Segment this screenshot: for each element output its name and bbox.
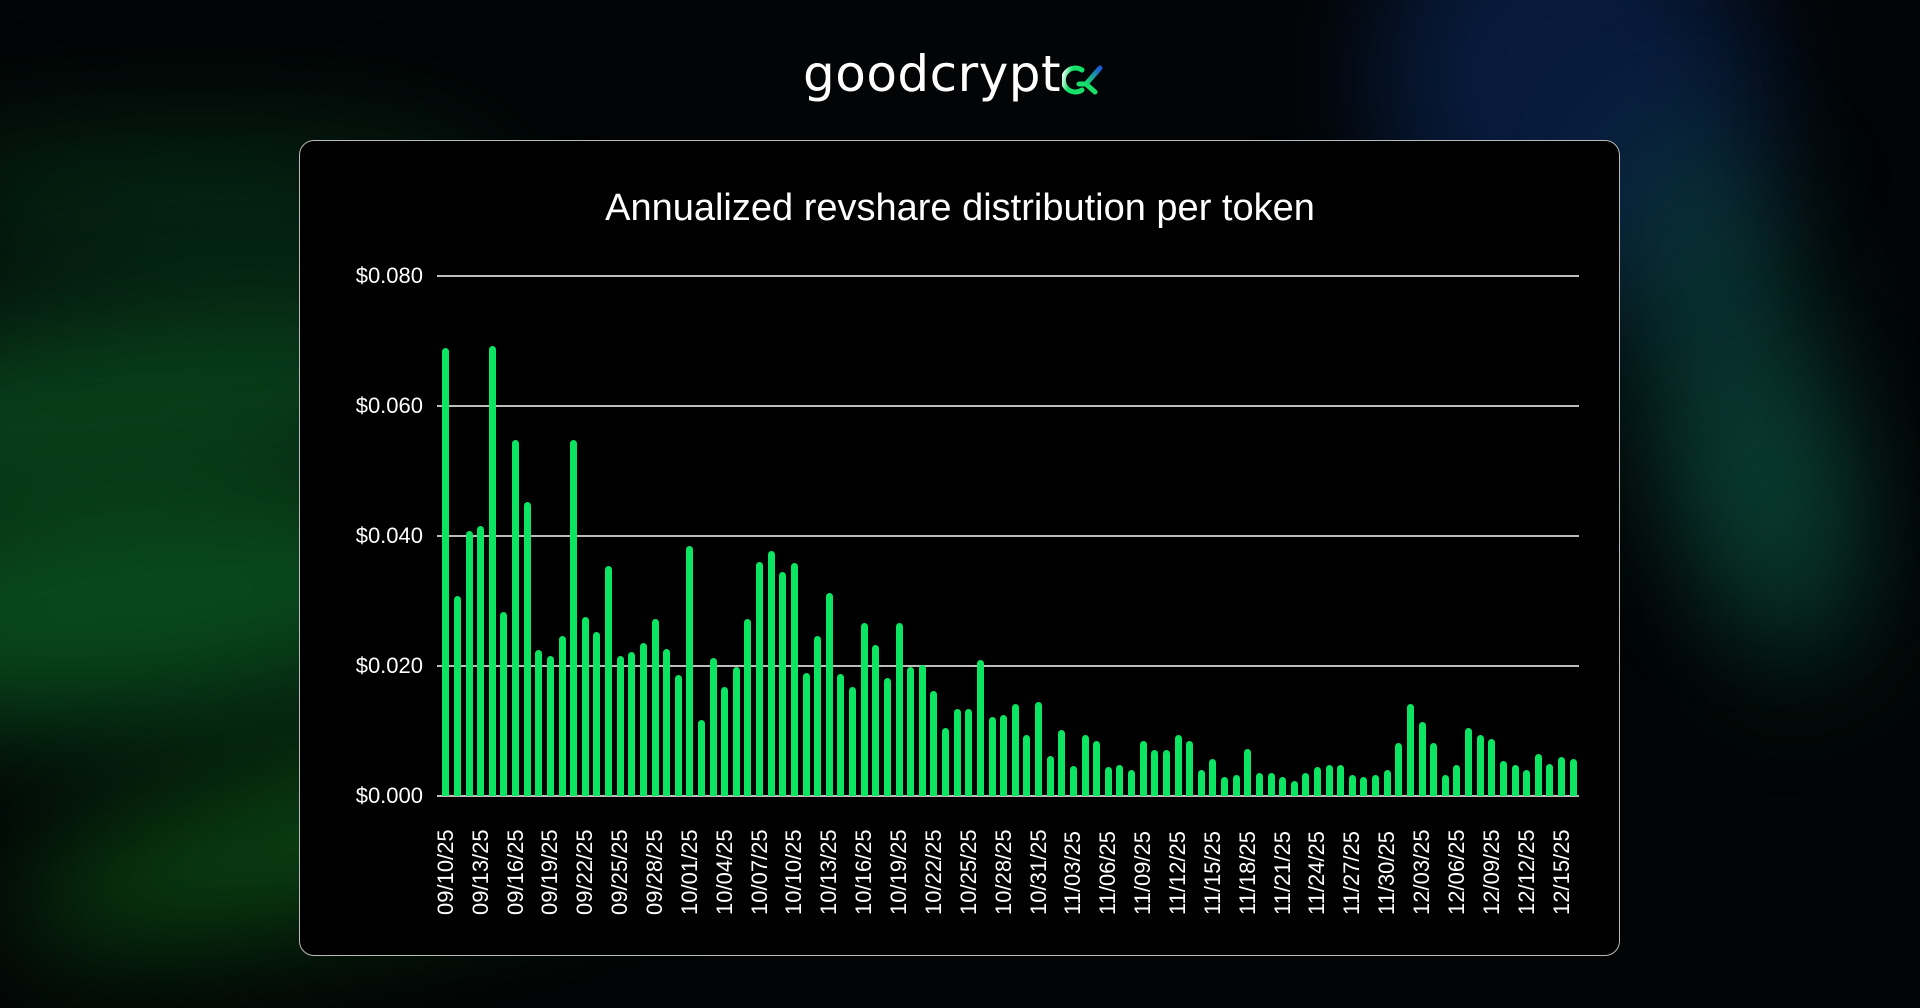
x-axis-tick-label: 10/01/25 (676, 811, 702, 915)
x-axis-tick-label: 11/12/25 (1165, 811, 1191, 915)
brand-name: goodcrypt (803, 45, 1062, 103)
x-axis-tick-text: 11/30/25 (1374, 830, 1400, 915)
x-axis-tick-label: 12/09/25 (1478, 811, 1504, 915)
x-axis-tick-text: 10/25/25 (955, 829, 981, 915)
x-axis-tick-text: 10/19/25 (886, 829, 912, 915)
x-axis-tick-text: 11/06/25 (1095, 830, 1121, 915)
x-axis-tick-label: 11/30/25 (1374, 811, 1400, 915)
x-axis-tick-label: 09/22/25 (572, 811, 598, 915)
x-axis-tick-text: 10/22/25 (920, 829, 946, 915)
x-axis-tick-label: 10/28/25 (990, 811, 1016, 915)
x-axis-tick-text: 12/15/25 (1548, 829, 1574, 915)
x-axis-tick-text: 12/03/25 (1409, 829, 1435, 915)
x-axis-tick-label: 12/06/25 (1443, 811, 1469, 915)
x-axis-tick-text: 12/12/25 (1513, 829, 1539, 915)
x-axis-tick-label: 11/03/25 (1060, 811, 1086, 915)
x-axis-tick-text: 10/01/25 (676, 829, 702, 915)
x-axis-tick-text: 11/12/25 (1165, 830, 1191, 915)
x-axis-tick-label: 11/09/25 (1130, 811, 1156, 915)
chart-title: Annualized revshare distribution per tok… (605, 187, 1315, 229)
x-axis-tick-text: 09/22/25 (572, 829, 598, 915)
x-axis-tick-text: 10/10/25 (781, 829, 807, 915)
x-axis-tick-label: 11/15/25 (1199, 811, 1225, 915)
x-axis-tick-label: 11/18/25 (1234, 811, 1260, 915)
x-axis-tick-label: 10/16/25 (851, 811, 877, 915)
x-axis-tick-text: 11/09/25 (1130, 830, 1156, 915)
x-axis-tick-text: 11/18/25 (1234, 830, 1260, 915)
x-axis-tick-label: 09/16/25 (502, 811, 528, 915)
x-axis-tick-label: 09/19/25 (537, 811, 563, 915)
x-axis-tick-label: 10/07/25 (746, 811, 772, 915)
x-axis-tick-label: 11/06/25 (1095, 811, 1121, 915)
x-axis-tick-text: 11/15/25 (1199, 830, 1225, 915)
x-axis-tick-text: 10/31/25 (1025, 829, 1051, 915)
x-axis-tick-text: 10/07/25 (746, 829, 772, 915)
x-axis-tick-label: 10/04/25 (711, 811, 737, 915)
x-axis-tick-label: 11/21/25 (1269, 811, 1295, 915)
x-axis-tick-text: 10/16/25 (851, 829, 877, 915)
x-axis-tick-label: 09/28/25 (642, 811, 667, 915)
x-axis-tick-text: 09/16/25 (502, 829, 528, 915)
x-alpha-logo-mark-icon (1062, 65, 1103, 95)
x-axis-tick-text: 10/13/25 (816, 829, 842, 915)
x-axis-tick-text: 11/21/25 (1269, 830, 1295, 915)
x-axis-tick-label: 09/13/25 (467, 811, 493, 915)
x-axis-tick-text: 10/04/25 (711, 829, 737, 915)
x-axis-tick-text: 09/10/25 (432, 829, 458, 915)
x-axis-tick-label: 09/25/25 (607, 811, 633, 915)
x-axis-tick-text: 09/25/25 (607, 829, 633, 915)
x-axis-tick-label: 10/13/25 (816, 811, 842, 915)
x-axis-tick-label: 12/03/25 (1409, 811, 1435, 915)
x-axis-tick-label: 12/15/25 (1548, 811, 1574, 915)
x-axis-tick-text: 09/19/25 (537, 829, 563, 915)
x-axis-tick-label: 12/12/25 (1513, 811, 1539, 915)
x-axis-tick-label: 10/10/25 (781, 811, 807, 915)
x-axis-tick-text: 09/28/25 (642, 829, 667, 915)
x-axis-tick-label: 10/31/25 (1025, 811, 1051, 915)
x-axis-tick-label: 09/10/25 (432, 811, 458, 915)
x-axis-tick-text: 11/03/25 (1060, 830, 1086, 915)
x-axis-tick-text: 09/13/25 (467, 829, 493, 915)
x-axis-tick-label: 10/25/25 (955, 811, 981, 915)
x-axis-tick-text: 12/06/25 (1443, 829, 1469, 915)
x-axis-tick-label: 11/27/25 (1339, 811, 1365, 915)
x-axis-tick-text: 10/28/25 (990, 829, 1016, 915)
x-axis-tick-text: 11/24/25 (1304, 830, 1330, 915)
brand-logo: goodcrypt (803, 44, 1104, 104)
x-axis-tick-text: 11/27/25 (1339, 830, 1365, 915)
x-axis-tick-label: 11/24/25 (1304, 811, 1330, 915)
x-axis-tick-label: 10/19/25 (886, 811, 912, 915)
x-axis-tick-label: 10/22/25 (920, 811, 946, 915)
x-axis-tick-text: 12/09/25 (1478, 829, 1504, 915)
